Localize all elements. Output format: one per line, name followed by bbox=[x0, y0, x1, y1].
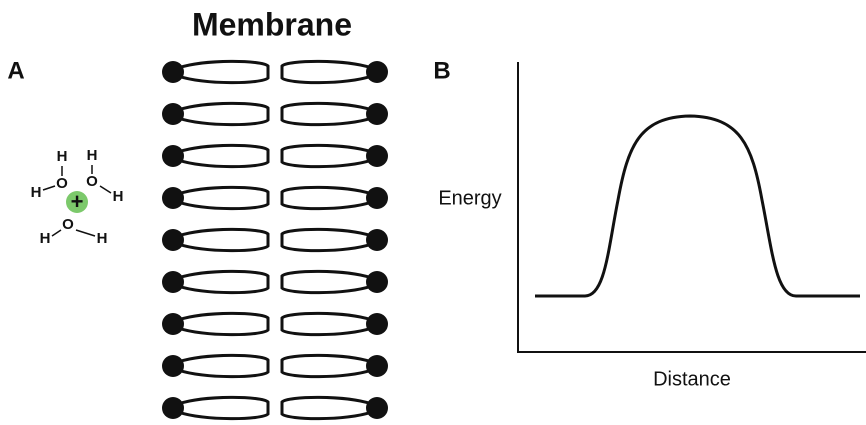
lipid-head bbox=[366, 187, 388, 209]
lipid-head bbox=[366, 103, 388, 125]
lipid-tail bbox=[177, 395, 270, 421]
x-axis-label: Distance bbox=[653, 368, 731, 390]
lipid-head bbox=[162, 61, 184, 83]
lipid-head bbox=[162, 229, 184, 251]
lipid-tail bbox=[177, 353, 270, 379]
lipid-head bbox=[162, 313, 184, 335]
panel-label: A bbox=[7, 57, 24, 84]
atom: H bbox=[97, 230, 108, 247]
atom: H bbox=[113, 188, 124, 205]
atom: H bbox=[57, 148, 68, 165]
membrane bbox=[162, 59, 388, 421]
lipid-tail bbox=[280, 101, 373, 127]
lipid-tail bbox=[280, 311, 373, 337]
atom: O bbox=[56, 175, 68, 192]
lipid-tail bbox=[177, 59, 270, 85]
atom: O bbox=[62, 216, 74, 233]
atom: H bbox=[31, 184, 42, 201]
y-axis-label: Energy bbox=[438, 187, 501, 209]
lipid-tail bbox=[280, 227, 373, 253]
lipid-head bbox=[366, 313, 388, 335]
lipid-head bbox=[366, 145, 388, 167]
lipid-head bbox=[162, 103, 184, 125]
title: Membrane bbox=[192, 6, 352, 42]
lipid-head bbox=[162, 145, 184, 167]
lipid-head bbox=[366, 61, 388, 83]
hydrated-ion: + H O H H O H O H H bbox=[31, 147, 124, 247]
lipid-head bbox=[366, 271, 388, 293]
ion bbox=[66, 191, 88, 213]
lipid-tail bbox=[280, 395, 373, 421]
energy-curve bbox=[535, 114, 860, 298]
charge: + bbox=[71, 189, 84, 214]
lipid-tail bbox=[177, 143, 270, 169]
lipid-tail bbox=[177, 227, 270, 253]
lipid-tail bbox=[280, 143, 373, 169]
lipid-head bbox=[366, 397, 388, 419]
lipid-head bbox=[162, 397, 184, 419]
lipid-head bbox=[366, 229, 388, 251]
lipid-head bbox=[366, 355, 388, 377]
lipid-head bbox=[162, 355, 184, 377]
lipid-tail bbox=[280, 269, 373, 295]
atom: H bbox=[40, 230, 51, 247]
lipid-head bbox=[162, 271, 184, 293]
lipid-tail bbox=[280, 185, 373, 211]
lipid-tail bbox=[177, 311, 270, 337]
panel-label: B bbox=[433, 57, 450, 84]
atom: H bbox=[87, 147, 98, 164]
lipid-tail bbox=[177, 101, 270, 127]
lipid-tail bbox=[177, 269, 270, 295]
lipid-tail bbox=[280, 59, 373, 85]
lipid-head bbox=[162, 187, 184, 209]
lipid-tail bbox=[280, 353, 373, 379]
lipid-tail bbox=[177, 185, 270, 211]
atom: O bbox=[86, 173, 98, 190]
energy-plot: Energy Distance bbox=[438, 62, 866, 390]
